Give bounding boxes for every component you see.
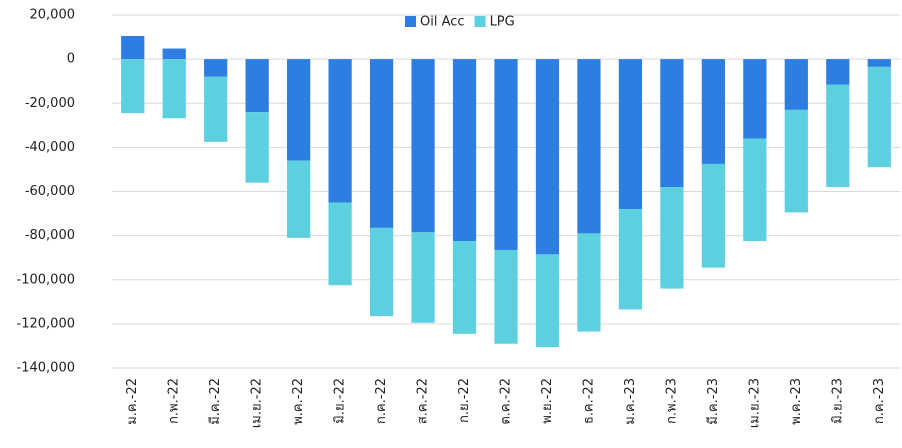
- y-tick-label: -120,000: [17, 316, 75, 331]
- bar: [867, 59, 891, 67]
- bar: [577, 59, 601, 234]
- bar: [784, 109, 808, 213]
- y-tick-label: -40,000: [25, 140, 75, 155]
- legend-label: LPG: [490, 15, 515, 30]
- x-tick-label: ธ.ค.-22: [581, 378, 596, 424]
- bar: [577, 233, 601, 332]
- y-tick-label: -140,000: [17, 361, 75, 376]
- bar: [784, 59, 808, 110]
- bar: [826, 59, 850, 85]
- bar: [121, 35, 145, 60]
- bar: [369, 227, 394, 317]
- x-tick-label: ม.ค.-22: [125, 378, 140, 425]
- y-tick-label: 20,000: [30, 8, 76, 23]
- y-tick-label: -60,000: [25, 184, 75, 199]
- x-tick-label: ก.พ.-23: [664, 378, 679, 424]
- bar: [121, 59, 145, 114]
- bar: [411, 59, 435, 233]
- x-tick-label: ม.ค.-23: [623, 378, 638, 425]
- bar: [618, 209, 643, 310]
- x-tick-label: ก.ค.-23: [872, 378, 887, 424]
- bar: [618, 59, 643, 210]
- bar: [452, 59, 477, 242]
- bar: [660, 59, 684, 188]
- y-tick-label: -80,000: [25, 228, 75, 243]
- legend-swatch: [474, 16, 486, 27]
- x-tick-label: พ.ย.-22: [540, 378, 555, 424]
- bar: [494, 59, 518, 250]
- bar: [494, 249, 518, 344]
- legend-swatch: [405, 16, 416, 27]
- x-tick-label: ส.ค.-22: [416, 378, 431, 424]
- bar: [867, 66, 891, 168]
- bar: [245, 59, 269, 113]
- x-tick-label: ก.ค.-22: [374, 378, 389, 424]
- bar: [452, 241, 477, 334]
- bar: [535, 59, 560, 255]
- bar: [328, 59, 352, 203]
- bar: [287, 59, 311, 161]
- bar: [535, 254, 560, 348]
- bar: [328, 202, 352, 286]
- bar: [204, 76, 228, 142]
- bar: [701, 59, 725, 164]
- x-tick-label: มี.ค.-22: [207, 378, 223, 425]
- bar: [245, 112, 269, 183]
- y-tick-label: -100,000: [17, 272, 75, 287]
- bar: [369, 59, 394, 228]
- x-tick-label: มิ.ย.-22: [333, 378, 348, 424]
- x-tick-label: ต.ค.-22: [499, 378, 514, 425]
- x-tick-label: ก.ย.-22: [457, 378, 472, 423]
- x-tick-label: พ.ค.-23: [789, 378, 804, 425]
- x-tick-label: เม.ย.-22: [250, 378, 265, 428]
- bar: [162, 59, 186, 119]
- bar: [743, 59, 767, 139]
- bar: [287, 160, 311, 238]
- x-tick-label: มี.ค.-23: [705, 378, 721, 425]
- bar: [826, 84, 850, 188]
- x-tick-label: ก.พ.-22: [167, 378, 182, 424]
- x-tick-label: พ.ค.-22: [291, 378, 306, 425]
- x-tick-label: มิ.ย.-23: [830, 378, 845, 424]
- x-tick-label: เม.ย.-23: [747, 378, 762, 428]
- bar: [660, 187, 684, 289]
- y-tick-label: -20,000: [25, 96, 75, 111]
- bar: [701, 163, 725, 268]
- legend-label: Oil Acc: [420, 15, 465, 30]
- bar: [162, 48, 186, 60]
- bar: [204, 59, 228, 77]
- bar: [743, 138, 767, 242]
- y-tick-label: 0: [67, 52, 75, 67]
- bar: [411, 232, 435, 323]
